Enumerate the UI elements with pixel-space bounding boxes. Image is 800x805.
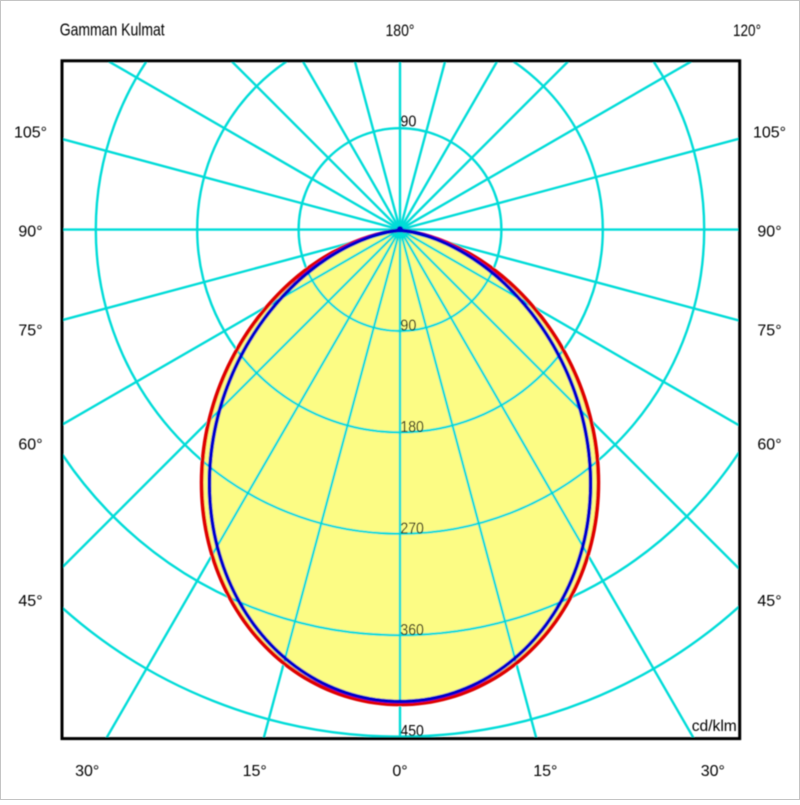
svg-text:90: 90 <box>400 114 416 131</box>
svg-text:450: 450 <box>400 723 424 740</box>
svg-text:180: 180 <box>400 419 424 436</box>
svg-text:30°: 30° <box>75 763 99 780</box>
svg-text:105°: 105° <box>753 124 786 141</box>
svg-text:60°: 60° <box>757 437 781 454</box>
svg-text:45°: 45° <box>757 593 781 610</box>
svg-text:30°: 30° <box>701 763 725 780</box>
svg-text:270: 270 <box>400 520 424 537</box>
svg-text:15°: 15° <box>243 763 267 780</box>
svg-text:105°: 105° <box>14 124 47 141</box>
svg-text:15°: 15° <box>533 763 557 780</box>
svg-text:90°: 90° <box>757 223 781 240</box>
svg-text:360: 360 <box>400 622 424 639</box>
svg-text:45°: 45° <box>18 593 42 610</box>
svg-text:90°: 90° <box>18 223 42 240</box>
svg-text:0°: 0° <box>392 763 407 780</box>
svg-text:180°: 180° <box>386 21 415 40</box>
svg-text:60°: 60° <box>18 437 42 454</box>
svg-text:90: 90 <box>400 318 416 335</box>
svg-text:Gamman Kulmat: Gamman Kulmat <box>60 19 165 39</box>
svg-text:cd/klm: cd/klm <box>692 718 737 735</box>
svg-text:75°: 75° <box>757 322 781 339</box>
svg-text:120°: 120° <box>733 21 761 40</box>
svg-text:75°: 75° <box>18 322 42 339</box>
